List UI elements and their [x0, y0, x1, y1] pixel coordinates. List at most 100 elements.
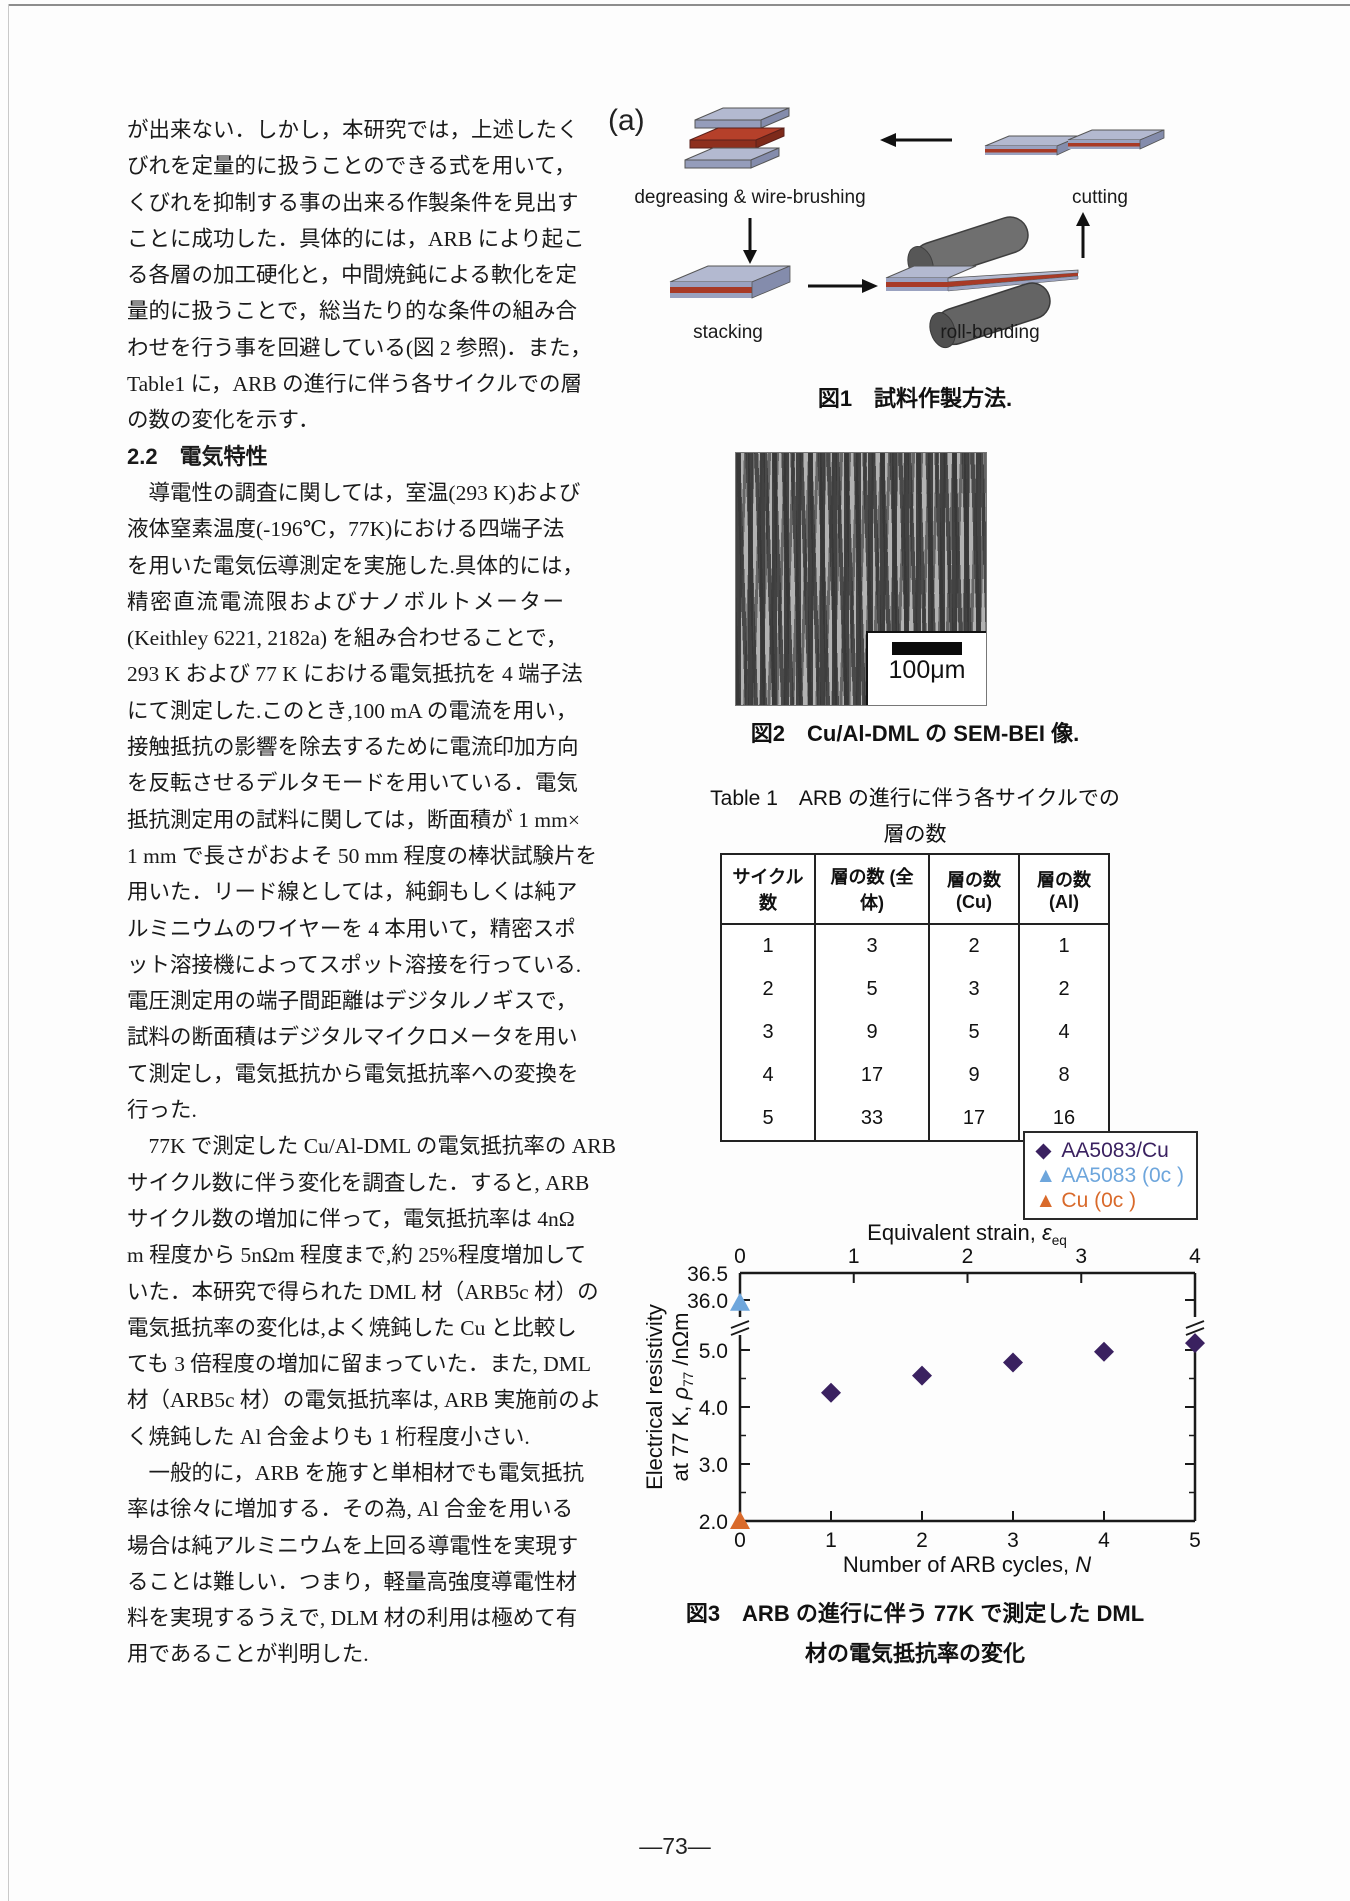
text-line: を反転させるデルタモードを用いている．電気 — [127, 771, 578, 796]
text-line: く焼鈍した Al 合金よりも 1 桁程度小さい. — [127, 1424, 530, 1449]
top-axis-label: Equivalent strain, εeq — [867, 1220, 1067, 1248]
text-line: 1 mm で長さがおよそ 50 mm 程度の棒状試験片を — [127, 843, 598, 868]
tick-label: 3 — [1075, 1245, 1087, 1268]
table1-title-line1: Table 1 ARB の進行に伴う各サイクルでの — [710, 787, 1120, 810]
triangle-marker-icon: ▲ — [1035, 1189, 1057, 1212]
table-cell: 9 — [928, 1054, 1020, 1097]
column-header: サイクル数 — [720, 854, 816, 925]
figure3-caption-line2: 材の電気抵抗率の変化 — [804, 1641, 1025, 1666]
table-cell: 1 — [1018, 924, 1110, 968]
text-line: (Keithley 6221, 2182a) を組み合わせることで， — [127, 626, 568, 651]
data-point-triangle — [730, 1511, 750, 1529]
text-line: 料を実現するうえで, DLM 材の利用は極めて有 — [127, 1606, 578, 1631]
text-line: ット溶接機によってスポット溶接を行っている. — [127, 952, 582, 977]
scale-bar-label: 100μm — [888, 656, 966, 684]
figure1-diagram: degreasing & wire-brushing cutting — [600, 100, 1240, 358]
stacking-sheet-icon — [669, 265, 791, 299]
tick-label: 36.0 — [687, 1290, 728, 1313]
scan-edge-top — [8, 4, 1350, 6]
tick-label: 36.5 — [687, 1263, 728, 1286]
text-line: くびれを抑制する事の出来る作製条件を見出す — [127, 190, 579, 215]
text-line: 77K で測定した Cu/Al-DML の電気抵抗率の ARB — [127, 1134, 616, 1159]
arrow-left-icon — [880, 133, 952, 147]
paragraph: 一般的に，ARB を施すと単相材でも電気抵抗 率は徐々に増加する．その為, Al … — [127, 1455, 584, 1673]
table-cell: 2 — [1018, 968, 1110, 1011]
table-cell: 5 — [814, 968, 930, 1011]
tick-label: 1 — [848, 1245, 860, 1268]
legend-entry: ◆ AA5083/Cu — [1035, 1138, 1184, 1163]
text-line: Table1 に，ARB の進行に伴う各サイクルでの層 — [127, 372, 582, 397]
tick-label: 4.0 — [699, 1397, 728, 1420]
step-label-cutting: cutting — [1072, 187, 1128, 208]
legend-entry: ▲ AA5083 (0c ) — [1035, 1163, 1184, 1188]
arrow-down-icon — [743, 218, 757, 264]
text-line: 用であることが判明した. — [127, 1642, 369, 1667]
cutting-sheets-icon — [984, 129, 1165, 156]
tick-label: 4 — [1189, 1245, 1201, 1268]
page-number: ―73― — [639, 1833, 711, 1859]
text-line: 電気抵抗率の変化は,よく焼鈍した Cu と比較し — [127, 1315, 577, 1340]
table-cell: 2 — [720, 968, 816, 1011]
table-cell: 4 — [720, 1054, 816, 1097]
text-line: 材（ARB5c 材）の電気抵抗率は, ARB 実施前のよ — [127, 1388, 602, 1413]
figure1-caption: 図1 試料作製方法. — [817, 386, 1013, 411]
sem-image: 100μm — [735, 452, 987, 706]
degreasing-stack-icon — [684, 107, 790, 169]
text-line: 接触抵抗の影響を除去するために電流印加方向 — [127, 735, 579, 760]
roll-bonding-icon — [885, 216, 1079, 349]
figure1-panel-label: (a) — [608, 104, 645, 137]
text-line: サイクル数の増加に伴って，電気抵抗率は 4nΩ — [127, 1206, 575, 1231]
text-line: 用いた．リード線としては，純銅もしくは純ア — [127, 880, 578, 905]
text-line: の数の変化を示す． — [127, 408, 320, 433]
arrow-right-icon — [808, 279, 878, 293]
x-axis-label: Number of ARB cycles, N — [842, 1552, 1092, 1577]
paragraph: 導電性の調査に関しては，室温(293 K)および 液体窒素温度(-196℃，77K… — [127, 475, 598, 1128]
text-line: ても 3 倍程度の増加に留まっていた．また, DML — [127, 1352, 592, 1377]
section-heading: 2.2 電気特性 — [127, 443, 268, 469]
text-line: る各層の加工硬化と，中間焼鈍による軟化を定 — [127, 263, 577, 288]
table-cell: 3 — [814, 924, 930, 968]
data-point-diamond — [821, 1382, 841, 1403]
text-line: にて測定した.このとき,100 mA の電流を用い， — [127, 698, 578, 723]
diamond-marker-icon: ◆ — [1035, 1139, 1052, 1162]
data-point-diamond — [912, 1365, 932, 1386]
figure1-svg: degreasing & wire-brushing cutting — [634, 107, 1165, 349]
table-cell: 3 — [928, 968, 1020, 1011]
tick-label: 1 — [825, 1529, 837, 1552]
tick-label: 3 — [1007, 1529, 1019, 1552]
text-line: わせを行う事を回避している(図 2 参照)．また， — [127, 335, 592, 360]
table1-title-line2: 層の数 — [883, 823, 947, 846]
axis-break-icon — [730, 1320, 750, 1329]
arrow-up-icon — [1076, 212, 1090, 258]
table-cell: 3 — [720, 1011, 816, 1054]
text-line: て測定し，電気抵抗から電気抵抗率への変換を — [127, 1061, 579, 1086]
text-line: サイクル数に伴う変化を調査した．すると, ARB — [127, 1170, 590, 1195]
scale-bar-box: 100μm — [866, 631, 986, 705]
table-cell: 8 — [1018, 1054, 1110, 1097]
column-header: 層の数 (全体) — [814, 854, 930, 925]
scan-edge-left — [8, 4, 9, 1901]
table-cell: 5 — [928, 1011, 1020, 1054]
step-label-degreasing: degreasing & wire-brushing — [634, 187, 865, 208]
data-point-triangle — [730, 1292, 750, 1311]
data-point-diamond — [1185, 1333, 1205, 1354]
text-line: 量的に扱うことで，総当たり的な条件の組み合 — [127, 299, 577, 324]
tick-label: 2 — [916, 1529, 928, 1552]
axis-break-icon — [1185, 1320, 1205, 1329]
table-cell: 5 — [720, 1097, 816, 1141]
text-line: m 程度から 5nΩm 程度まで,約 25%程度増加して — [127, 1243, 587, 1268]
table-cell: 2 — [928, 924, 1020, 968]
table-cell: 17 — [814, 1054, 930, 1097]
legend-label: AA5083 (0c ) — [1061, 1164, 1184, 1187]
body-text-column: が出来ない．しかし，本研究では，上述したく びれを定量的に扱うことのできる式を用い… — [127, 112, 616, 1673]
tick-label: 5 — [1189, 1529, 1201, 1552]
tick-label: 0 — [734, 1529, 746, 1552]
table-row: 4 17 9 8 — [720, 1054, 1110, 1097]
text-line: が出来ない．しかし，本研究では，上述したく — [127, 118, 579, 142]
figure3-caption-line1: 図3 ARB の進行に伴う 77K で測定した DML — [685, 1601, 1145, 1626]
paragraph: 77K で測定した Cu/Al-DML の電気抵抗率の ARB サイクル数に伴う変… — [127, 1128, 616, 1455]
text-line: 試料の断面積はデジタルマイクロメータを用い — [127, 1025, 578, 1050]
